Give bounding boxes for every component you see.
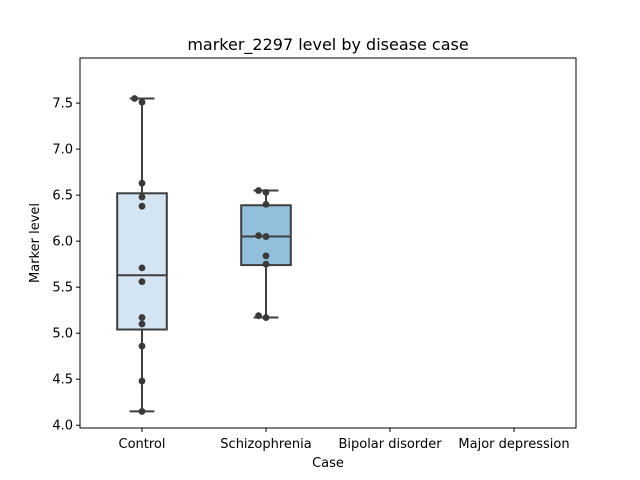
- data-point: [138, 193, 146, 201]
- data-point: [255, 232, 262, 240]
- data-point: [138, 377, 146, 385]
- data-point: [255, 312, 262, 320]
- data-point: [138, 179, 146, 187]
- data-point: [138, 408, 146, 415]
- x-tick-label: Bipolar disorder: [338, 437, 442, 452]
- data-point: [138, 278, 146, 286]
- data-point: [262, 260, 270, 268]
- data-point: [138, 98, 146, 106]
- plot-frame: [79, 57, 577, 429]
- box-control: [116, 97, 168, 413]
- data-point: [138, 342, 146, 350]
- x-axis-label: Case: [312, 456, 344, 471]
- plot-marks: [116, 95, 292, 415]
- data-point: [262, 233, 270, 240]
- x-axis-ticks: Control Schizophrenia Bipolar disorder Majo…: [119, 428, 570, 452]
- data-point: [255, 187, 262, 194]
- data-point: [262, 188, 270, 196]
- y-tick-label: 7.0: [52, 143, 73, 158]
- data-point: [262, 252, 270, 260]
- y-tick-label: 5.5: [52, 281, 73, 296]
- y-tick-label: 5.0: [52, 327, 73, 342]
- y-tick-label: 4.5: [52, 373, 73, 388]
- y-axis-ticks: 4.0 4.5 5.0 5.5 6.0 6.5 7.0 7.5: [52, 97, 80, 434]
- y-tick-label: 4.0: [52, 419, 73, 434]
- data-point: [131, 95, 138, 102]
- x-tick-label: Schizophrenia: [220, 437, 311, 452]
- y-tick-label: 7.5: [52, 97, 73, 112]
- data-point: [138, 264, 146, 272]
- data-point: [138, 202, 146, 210]
- y-axis-label: Marker level: [28, 203, 43, 283]
- data-point: [262, 200, 270, 208]
- data-point: [138, 320, 146, 328]
- data-point: [138, 314, 146, 321]
- chart-title: marker_2297 level by disease case: [187, 35, 468, 55]
- y-tick-label: 6.0: [52, 235, 73, 250]
- x-tick-label: Control: [119, 437, 166, 452]
- y-tick-label: 6.5: [52, 189, 73, 204]
- x-tick-label: Major depression: [458, 437, 569, 452]
- data-point: [262, 314, 270, 321]
- box-iqr: [116, 192, 168, 331]
